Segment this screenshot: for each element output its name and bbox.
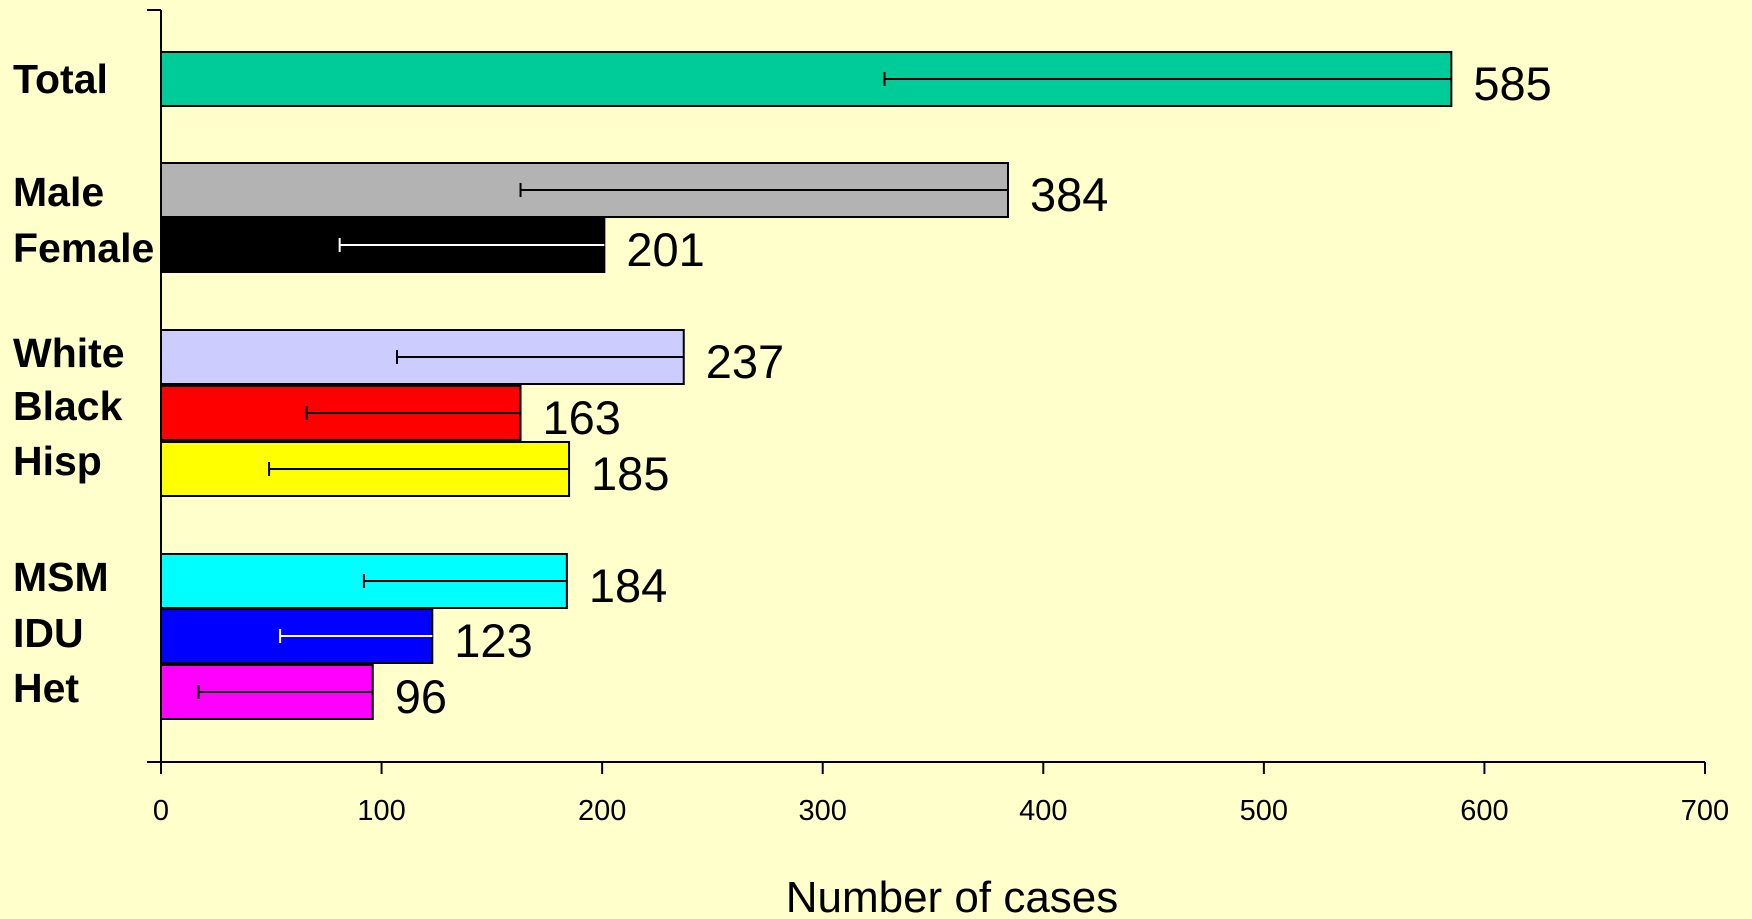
axes-layer — [147, 9, 1705, 763]
category-label-female: Female — [13, 225, 154, 271]
x-tick-label-200: 200 — [578, 795, 626, 827]
labels-layer: Total 585 Male 384 Female 201 White 237 Black 163… — [13, 56, 1552, 723]
value-label-total: 585 — [1473, 57, 1551, 110]
x-tick-label-500: 500 — [1240, 795, 1288, 827]
x-tick-label-600: 600 — [1460, 795, 1508, 827]
x-tick-label-100: 100 — [357, 795, 405, 827]
value-label-white: 237 — [706, 335, 784, 388]
category-label-hisp: Hisp — [13, 438, 102, 484]
value-label-het: 96 — [395, 670, 447, 723]
category-label-idu: IDU — [13, 610, 84, 656]
value-label-black: 163 — [543, 391, 621, 444]
value-label-male: 384 — [1030, 168, 1108, 221]
x-tick-label-300: 300 — [799, 795, 847, 827]
category-label-black: Black — [13, 383, 123, 429]
x-tick-label-700: 700 — [1681, 795, 1729, 827]
x-axis-title: Number of cases — [786, 873, 1119, 919]
x-tick-label-400: 400 — [1019, 795, 1067, 827]
category-label-male: Male — [13, 169, 104, 215]
ticks-layer: 0 100 200 300 400 500 600 700 — [153, 762, 1729, 827]
value-label-msm: 184 — [589, 559, 667, 612]
category-label-white: White — [13, 330, 125, 376]
category-label-het: Het — [13, 665, 79, 711]
value-label-idu: 123 — [454, 614, 532, 667]
value-label-hisp: 185 — [591, 447, 669, 500]
value-label-female: 201 — [626, 223, 704, 276]
bars-layer — [160, 51, 1453, 720]
category-label-msm: MSM — [13, 554, 109, 600]
x-tick-label-0: 0 — [153, 795, 169, 827]
category-label-total: Total — [13, 56, 108, 102]
